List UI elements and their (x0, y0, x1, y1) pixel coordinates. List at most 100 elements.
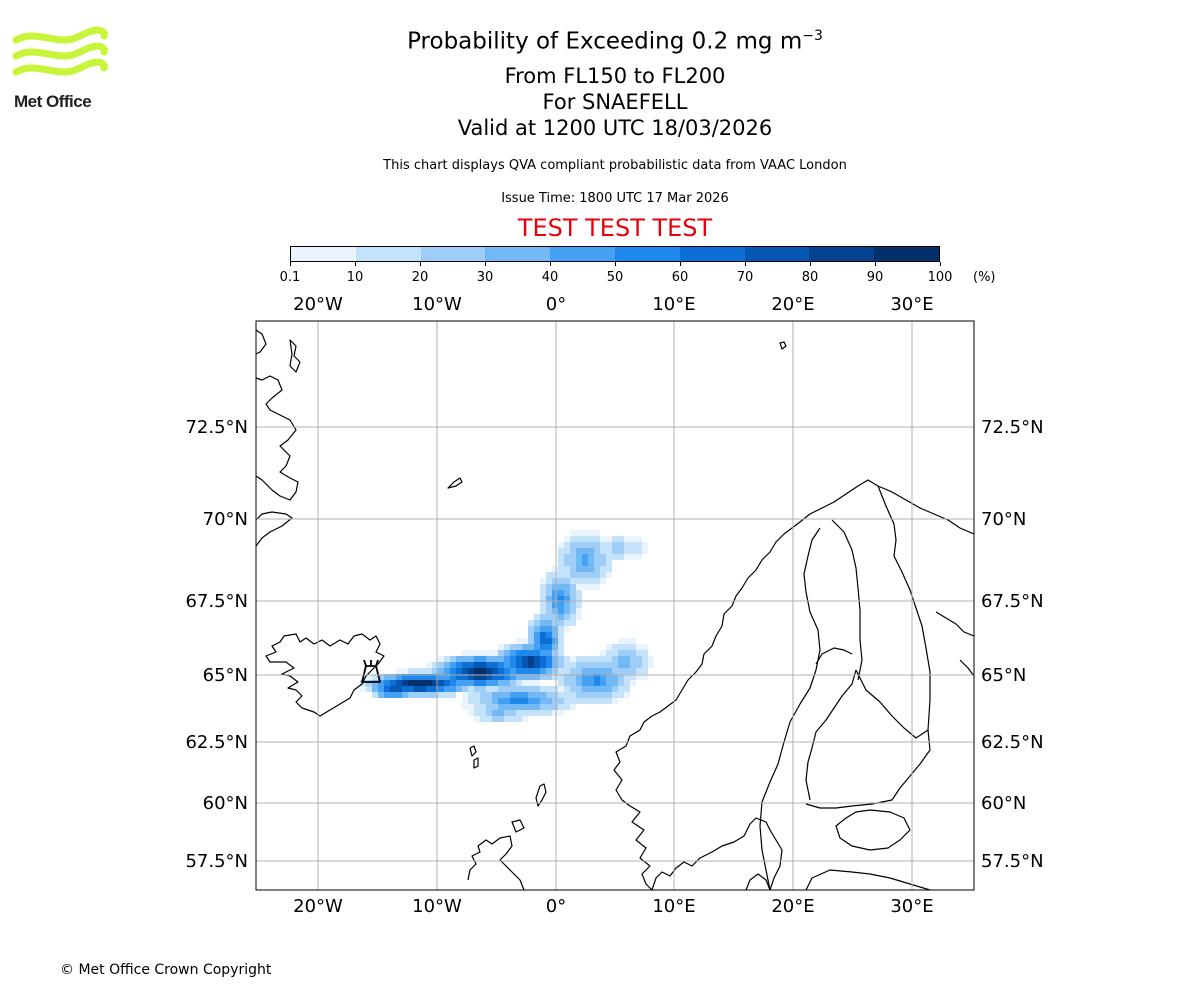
plume-cell (456, 680, 462, 686)
plume-cell (582, 548, 588, 554)
plume-cell (510, 650, 516, 656)
plume-cell (480, 704, 486, 710)
plume-cell (456, 656, 462, 662)
plume-cell (486, 704, 492, 710)
plume-cell (510, 674, 516, 680)
plume-cell (600, 566, 606, 572)
plume-cell (534, 710, 540, 716)
plume-cell (474, 674, 480, 680)
plume-cell (504, 656, 510, 662)
plume-cell (594, 680, 600, 686)
plume-cell (486, 692, 492, 698)
plume-cell (498, 680, 504, 686)
plume-cell (552, 686, 558, 692)
plume-cell (624, 542, 630, 548)
plume-cell (558, 668, 564, 674)
plume-cell (450, 656, 456, 662)
plume-cell (582, 566, 588, 572)
plume-cell (642, 644, 648, 650)
plume-cell (414, 680, 420, 686)
plume-cell (552, 608, 558, 614)
plume-cell (480, 698, 486, 704)
plume-cell (558, 572, 564, 578)
plume-cell (564, 566, 570, 572)
plume-cell (450, 674, 456, 680)
plume-cell (522, 680, 528, 686)
plume-cell (546, 602, 552, 608)
plume-cell (504, 692, 510, 698)
plume-cell (558, 542, 564, 548)
plume-cell (648, 662, 654, 668)
plume-cell (540, 698, 546, 704)
plume-cell (528, 686, 534, 692)
plume-cell (576, 560, 582, 566)
plume-cell (594, 548, 600, 554)
plume-cell (588, 572, 594, 578)
plume-cell (546, 662, 552, 668)
lat-label-right: 62.5°N (981, 732, 1044, 753)
plume-cell (552, 710, 558, 716)
plume-cell (546, 656, 552, 662)
plume-cell (570, 674, 576, 680)
plume-cell (480, 668, 486, 674)
plume-cell (624, 686, 630, 692)
plume-cell (480, 680, 486, 686)
plume-cell (468, 686, 474, 692)
plume-cell (516, 644, 522, 650)
valid-time: Valid at 1200 UTC 18/03/2026 (457, 116, 773, 140)
plume-cell (534, 626, 540, 632)
plume-cell (468, 704, 474, 710)
lat-label-left: 72.5°N (185, 417, 248, 438)
plume-cell (624, 554, 630, 560)
plume-cell (624, 662, 630, 668)
plume-cell (426, 692, 432, 698)
plume-cell (630, 662, 636, 668)
plume-cell (588, 668, 594, 674)
plume-cell (552, 620, 558, 626)
plume-cell (468, 674, 474, 680)
plume-cell (612, 650, 618, 656)
colorbar-tick-label: 100 (927, 270, 953, 285)
plume-cell (384, 674, 390, 680)
plume-cell (540, 692, 546, 698)
colorbar-segment (291, 247, 356, 261)
plume-cell (516, 686, 522, 692)
plume-cell (552, 650, 558, 656)
plume-cell (450, 662, 456, 668)
plume-cell (402, 686, 408, 692)
coastline-kola (935, 611, 974, 677)
plume-cell (588, 656, 594, 662)
plume-cell (522, 698, 528, 704)
plume-cell (438, 680, 444, 686)
plume-cell (570, 572, 576, 578)
plume-cell (588, 536, 594, 542)
coastline-shetland (535, 783, 547, 807)
plume-cell (558, 614, 564, 620)
plume-cell (636, 668, 642, 674)
border-finland-russia (877, 485, 931, 731)
plume-cell (576, 614, 582, 620)
plume-cell (528, 680, 534, 686)
plume-cell (510, 692, 516, 698)
plume-cell (528, 698, 534, 704)
plume-cell (630, 536, 636, 542)
plume-cell (396, 692, 402, 698)
plume-cell (552, 674, 558, 680)
plume-cell (516, 662, 522, 668)
plume-cell (546, 668, 552, 674)
plume-cell (516, 656, 522, 662)
plume-cell (462, 662, 468, 668)
plume-cell (552, 578, 558, 584)
plume-cell (492, 656, 498, 662)
coastline-scandinavia (613, 479, 974, 890)
plume-cell (474, 668, 480, 674)
plume-cell (558, 584, 564, 590)
plume-cell (462, 668, 468, 674)
plume-cell (540, 620, 546, 626)
plume-cell (576, 536, 582, 542)
plume-cell (468, 656, 474, 662)
plume-cell (534, 686, 540, 692)
plume-cell (576, 692, 582, 698)
plume-cell (414, 674, 420, 680)
plume-cell (432, 692, 438, 698)
